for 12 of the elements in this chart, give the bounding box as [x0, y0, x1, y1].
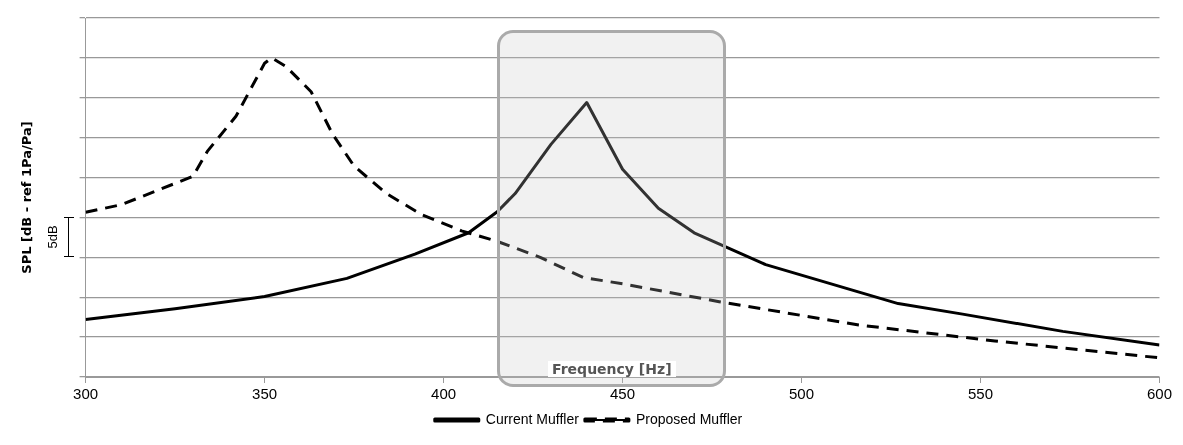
- x-tick-label: 550: [967, 385, 994, 403]
- x-tick-label: 400: [431, 385, 457, 403]
- x-axis-title: Frequency [Hz]: [548, 361, 676, 377]
- x-tick-label: 300: [73, 385, 99, 403]
- y-axis-title: SPL [dB - ref 1Pa/Pa]: [19, 121, 35, 274]
- x-tick-label: 350: [252, 385, 278, 403]
- legend-label: Proposed Muffler: [635, 410, 743, 427]
- x-tick-label: 500: [789, 385, 815, 403]
- text: 5dB: [44, 224, 61, 251]
- legend-label: Current Muffler: [485, 410, 580, 427]
- x-tick-label: 600: [1146, 385, 1172, 403]
- x-tick-label: 450: [610, 385, 636, 403]
